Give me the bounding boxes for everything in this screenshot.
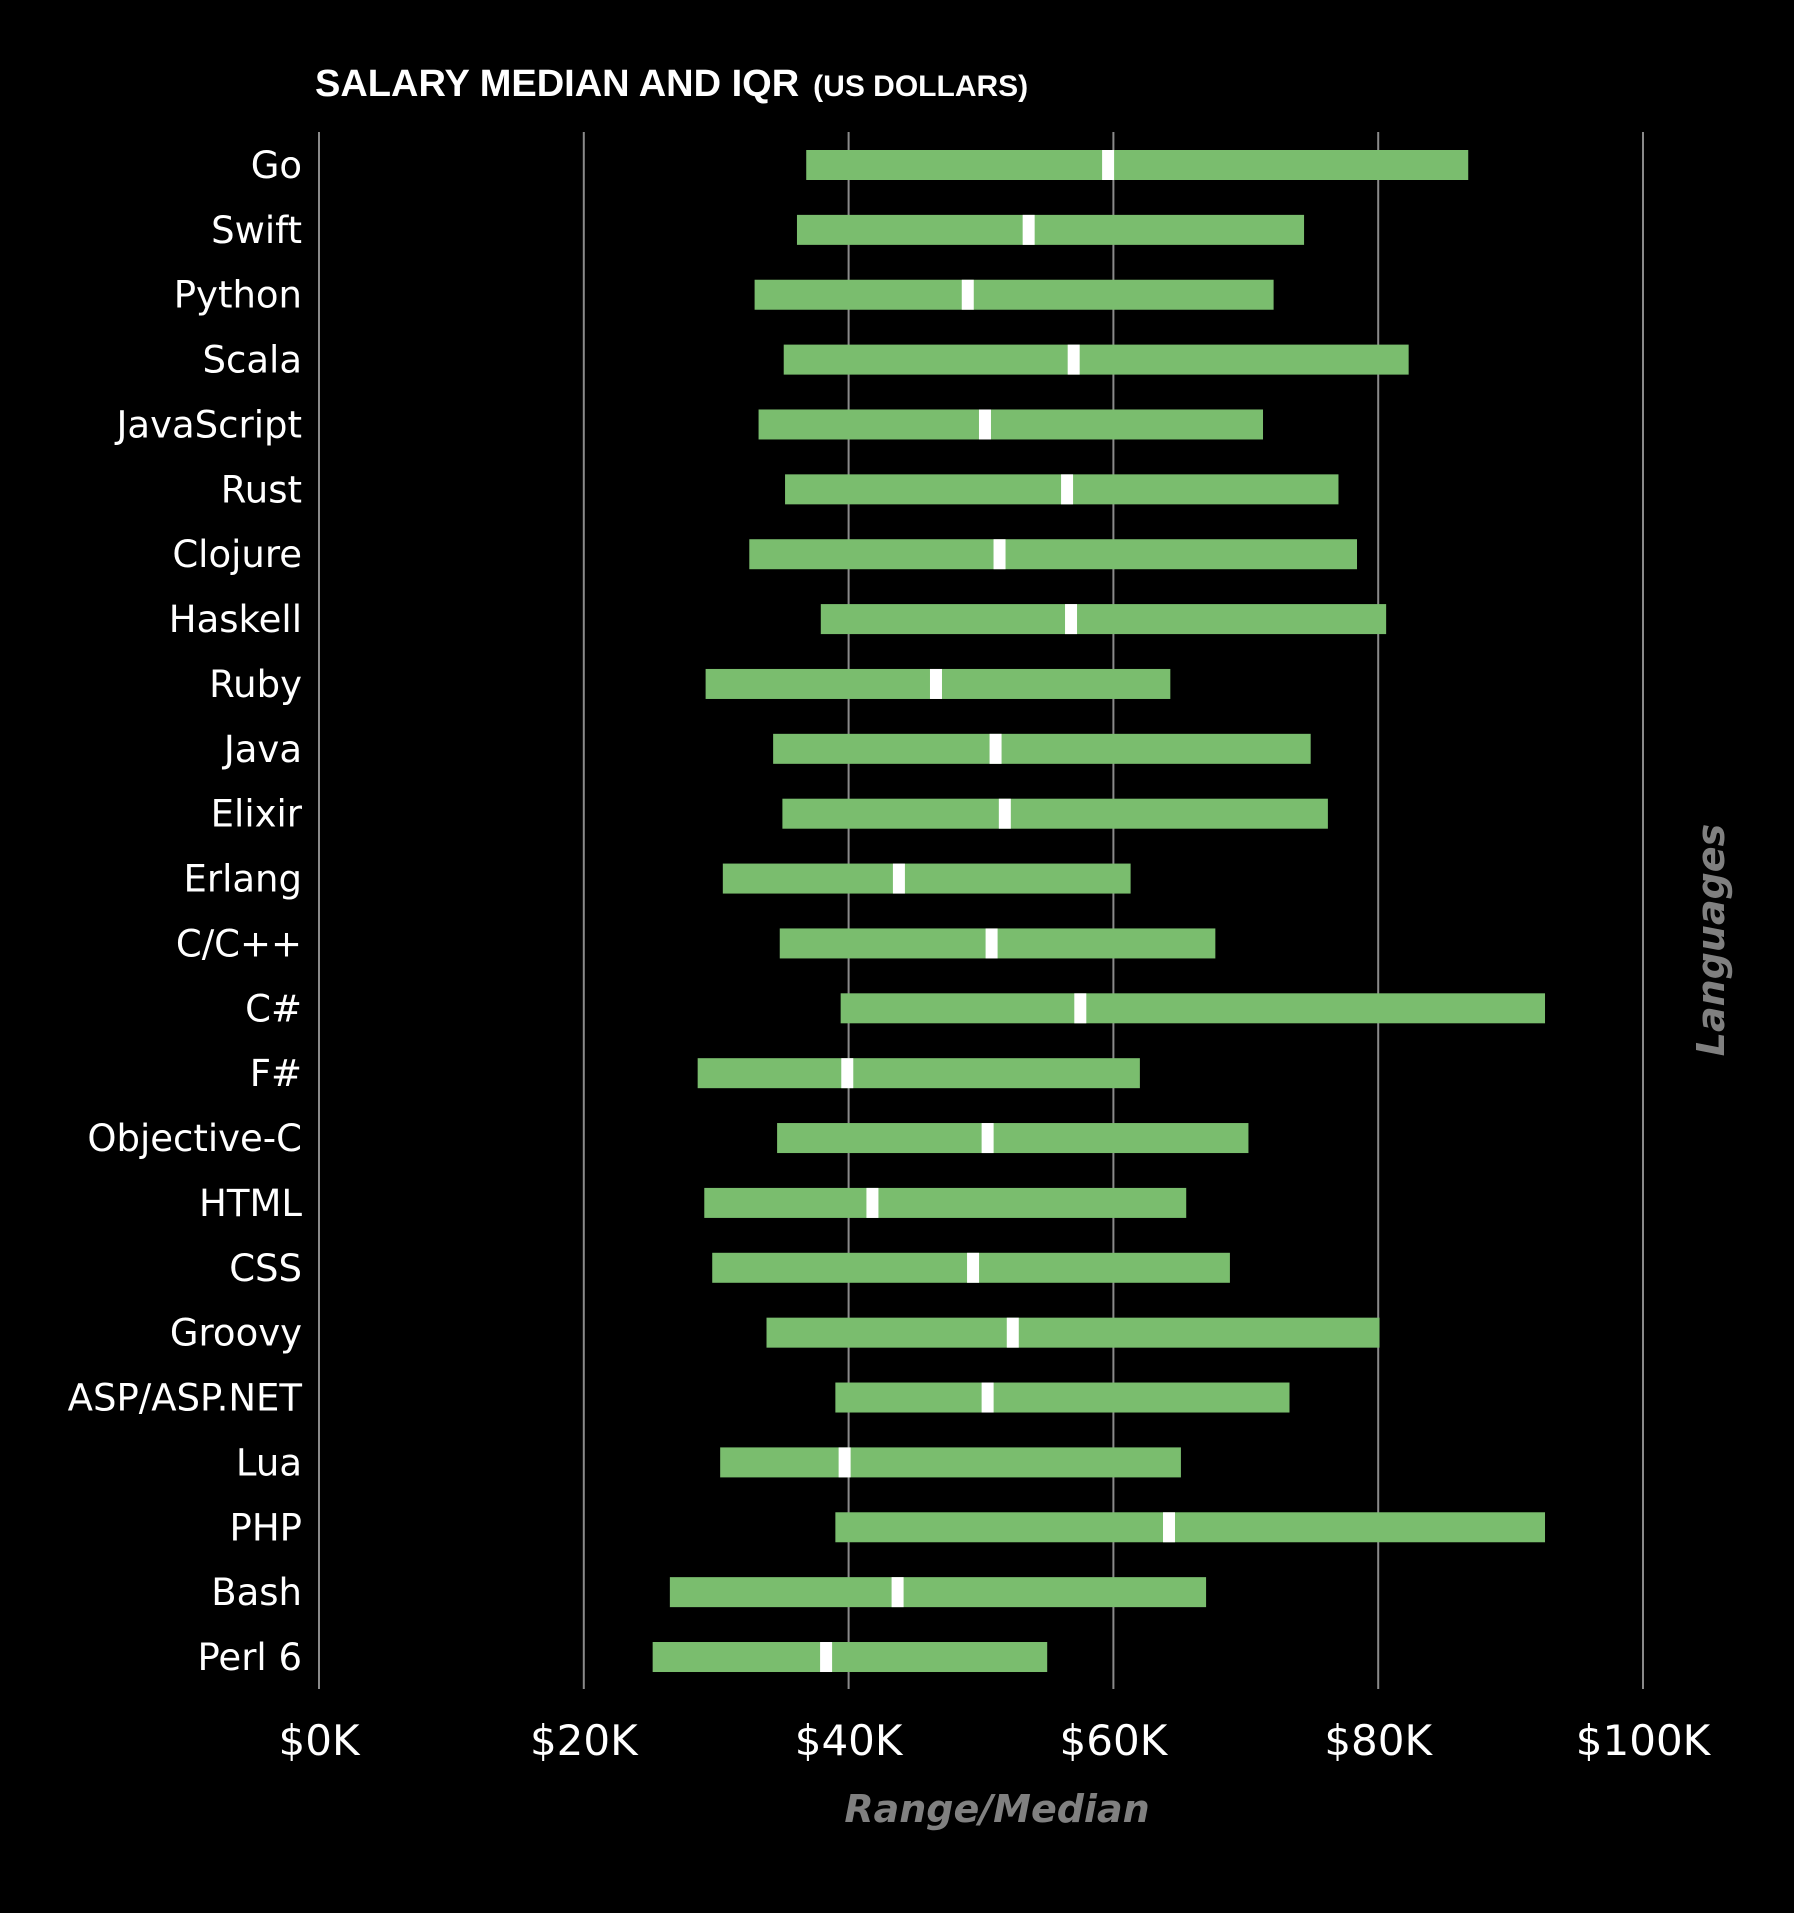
category-label: Python	[174, 274, 302, 317]
median-marker	[978, 409, 991, 440]
median-marker	[1022, 214, 1035, 245]
iqr-bar	[806, 150, 1469, 180]
median-marker	[998, 798, 1011, 829]
median-marker	[989, 733, 1002, 764]
category-label: Rust	[221, 468, 302, 511]
median-marker	[1006, 1317, 1019, 1348]
iqr-bar	[652, 1642, 1048, 1673]
y-axis-title: Languages	[1689, 824, 1733, 1056]
median-marker	[985, 928, 998, 959]
iqr-bar	[835, 1512, 1546, 1543]
category-label: Objective-C	[87, 1117, 302, 1160]
median-marker	[892, 863, 905, 894]
iqr-bar	[796, 214, 1305, 245]
median-marker	[891, 1577, 904, 1608]
iqr-bar	[777, 1123, 1249, 1154]
x-tick-label: $40K	[795, 1716, 904, 1765]
category-label: Lua	[236, 1441, 302, 1484]
iqr-bar	[766, 1317, 1380, 1348]
median-marker	[1065, 604, 1078, 635]
iqr-bar	[773, 733, 1311, 764]
category-label: CSS	[229, 1247, 302, 1290]
category-label: C#	[245, 987, 302, 1030]
category-label: Perl 6	[197, 1636, 302, 1679]
median-marker	[1102, 150, 1115, 180]
median-marker	[841, 1058, 854, 1089]
iqr-bar	[835, 1382, 1290, 1413]
iqr-bar	[782, 798, 1328, 829]
category-label: Ruby	[209, 663, 302, 706]
x-tick-label: $20K	[530, 1716, 639, 1765]
iqr-bar	[704, 1187, 1187, 1218]
category-label: JavaScript	[115, 403, 302, 446]
median-marker	[1067, 344, 1080, 375]
iqr-bar	[758, 409, 1264, 440]
category-label: Erlang	[184, 858, 302, 901]
median-marker	[838, 1447, 851, 1478]
chart-title-main: SALARY MEDIAN AND IQR	[315, 63, 799, 105]
iqr-bar	[669, 1577, 1207, 1608]
median-marker	[993, 539, 1006, 570]
category-label: Elixir	[211, 793, 303, 836]
category-label: F#	[250, 1052, 302, 1095]
category-label: C/C++	[176, 922, 302, 965]
iqr-bar	[754, 279, 1274, 310]
bars	[652, 150, 1546, 1673]
iqr-bar	[720, 1447, 1181, 1478]
iqr-bar	[722, 863, 1131, 894]
category-label: Swift	[211, 209, 302, 252]
category-label: Haskell	[169, 598, 302, 641]
x-tick-label: $60K	[1060, 1716, 1169, 1765]
category-label: HTML	[199, 1182, 302, 1225]
iqr-bar	[840, 993, 1546, 1024]
median-marker	[929, 668, 942, 699]
iqr-bar	[783, 344, 1409, 375]
median-marker	[1061, 474, 1074, 505]
median-marker	[981, 1123, 994, 1154]
category-label: Go	[251, 144, 302, 187]
iqr-bar	[697, 1058, 1140, 1089]
category-labels: Go Swift Python Scala JavaScript Rust Clojure H…	[68, 144, 303, 1679]
category-label: ASP/ASP.NET	[68, 1377, 303, 1420]
x-tick-label: $0K	[279, 1716, 361, 1765]
chart-title: SALARY MEDIAN AND IQR (US DOLLARS)	[315, 63, 1028, 105]
category-label: Groovy	[170, 1312, 302, 1355]
median-marker	[967, 1252, 980, 1283]
category-label: Clojure	[172, 533, 302, 576]
category-label: Scala	[203, 339, 302, 382]
x-tick-label: $80K	[1324, 1716, 1433, 1765]
gridlines	[318, 132, 1644, 1689]
category-label: Java	[222, 728, 302, 771]
x-tick-labels: $0K $20K $40K $60K $80K $100K	[279, 1716, 1712, 1765]
iqr-bar	[820, 604, 1387, 635]
iqr-bar	[749, 539, 1358, 570]
median-marker	[1163, 1512, 1176, 1543]
x-tick-label: $100K	[1576, 1716, 1712, 1765]
median-marker	[961, 279, 974, 310]
category-label: Bash	[211, 1571, 302, 1614]
median-marker	[866, 1187, 879, 1218]
median-marker	[820, 1642, 833, 1673]
category-label: PHP	[230, 1506, 302, 1549]
x-axis-title: Range/Median	[844, 1787, 1149, 1831]
median-marker	[1074, 993, 1087, 1024]
median-marker	[981, 1382, 994, 1413]
chart-title-unit: (US DOLLARS)	[813, 70, 1028, 103]
